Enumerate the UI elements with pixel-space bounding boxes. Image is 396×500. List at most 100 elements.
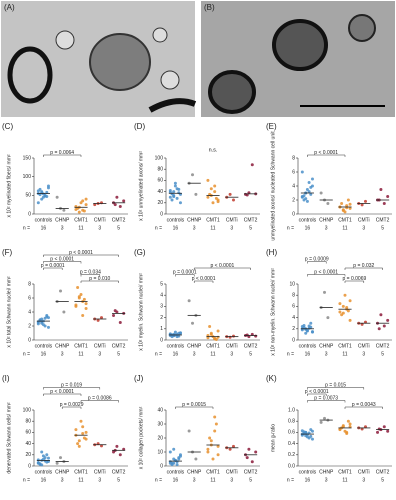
data-point: [341, 311, 345, 315]
n-count: 5: [249, 477, 252, 483]
data-point: [214, 422, 218, 426]
data-point: [382, 202, 386, 205]
data-point: [177, 187, 181, 191]
data-point: [177, 457, 181, 461]
n-count: 3: [61, 477, 64, 483]
n-count: 3: [98, 477, 101, 483]
y-tick-label: 0.6: [288, 430, 295, 436]
x-tick-label: CMT1: [74, 469, 88, 475]
x-tick-label: CMT2: [244, 343, 258, 349]
data-point: [300, 195, 304, 199]
y-tick-label: 80: [157, 167, 163, 173]
x-tick-label: CMTi: [358, 217, 370, 223]
n-label: n =: [23, 225, 30, 231]
data-point: [84, 437, 88, 441]
significance-label: p < 0.0001: [69, 250, 93, 256]
data-point: [96, 318, 100, 322]
panel-label: (J): [134, 374, 144, 383]
n-count: 11: [78, 225, 83, 231]
n-count: 3: [325, 225, 328, 231]
x-tick-label: CMTi: [94, 469, 106, 475]
data-point: [345, 306, 349, 310]
data-point: [74, 208, 78, 212]
n-count: 3: [193, 351, 196, 357]
data-point: [309, 428, 313, 432]
data-point: [173, 330, 177, 334]
data-point: [343, 210, 347, 214]
panel-label: (I): [2, 374, 10, 383]
significance-label: p = 0.0001: [173, 270, 197, 276]
y-tick-label: 0.0: [288, 463, 295, 469]
data-point: [382, 324, 386, 328]
n-label: n =: [155, 225, 162, 231]
n-label: n =: [287, 225, 294, 231]
data-point: [254, 450, 258, 454]
y-tick-label: 2: [160, 315, 163, 321]
y-tick-label: 3: [160, 304, 163, 310]
x-tick-label: controls: [35, 469, 53, 475]
y-tick-label: 60: [157, 178, 163, 184]
x-tick-label: CMT2: [244, 217, 258, 223]
data-point: [62, 208, 66, 212]
data-point: [55, 195, 59, 199]
y-tick-label: 30: [157, 421, 163, 427]
data-point: [309, 434, 313, 438]
x-tick-label: CMT2: [376, 343, 390, 349]
data-point: [348, 422, 352, 426]
y-axis-label: unmyelinated axons/ nucleated Schwann ce…: [270, 131, 276, 241]
significance-bracket: [307, 400, 346, 403]
y-tick-label: 0: [28, 463, 31, 469]
data-point: [38, 187, 42, 191]
data-point: [323, 416, 327, 420]
data-point: [77, 439, 81, 443]
data-point: [305, 199, 309, 203]
data-point: [213, 415, 217, 419]
data-point: [191, 173, 195, 177]
data-point: [348, 206, 352, 210]
data-point: [170, 198, 174, 202]
data-point: [115, 195, 119, 199]
nucleus: [208, 70, 256, 114]
data-point: [348, 299, 352, 303]
x-tick-label: CMT1: [338, 343, 352, 349]
n-count: 16: [41, 477, 47, 483]
data-point: [172, 447, 176, 451]
data-point: [214, 196, 218, 200]
x-tick-label: CHNP: [55, 469, 70, 475]
significance-bracket: [344, 406, 383, 409]
data-point: [81, 314, 85, 317]
significance-label: p = 0.019: [61, 383, 82, 389]
data-point: [206, 450, 210, 454]
n-count: 11: [342, 477, 347, 483]
significance-label: p = 0.0043: [352, 402, 376, 408]
data-point: [36, 322, 40, 326]
x-tick-label: CMTi: [94, 217, 106, 223]
data-point: [36, 201, 40, 205]
data-point: [40, 463, 44, 467]
data-point: [187, 429, 191, 433]
data-point: [168, 332, 172, 336]
y-tick-label: 20: [157, 435, 163, 441]
n-label: n =: [155, 477, 162, 483]
data-point: [309, 321, 313, 325]
n-count: 16: [305, 225, 311, 231]
panel-label: (F): [2, 248, 13, 257]
data-point: [363, 199, 367, 203]
y-tick-label: 0.2: [288, 452, 295, 458]
n-count: 11: [342, 225, 347, 231]
x-tick-label: CMTi: [226, 217, 238, 223]
n-count: 11: [78, 351, 83, 357]
data-point: [319, 191, 323, 195]
data-point: [40, 197, 44, 201]
significance-label: p < 0.0001: [314, 270, 338, 276]
data-point: [84, 302, 88, 306]
data-point: [81, 432, 85, 436]
significance-label: p = 0.0001: [41, 263, 65, 269]
x-tick-label: CMTi: [226, 469, 238, 475]
y-tick-label: 2: [292, 197, 295, 203]
data-point: [379, 313, 383, 317]
data-point: [82, 297, 86, 301]
data-point: [168, 450, 172, 454]
n-count: 3: [98, 351, 101, 357]
